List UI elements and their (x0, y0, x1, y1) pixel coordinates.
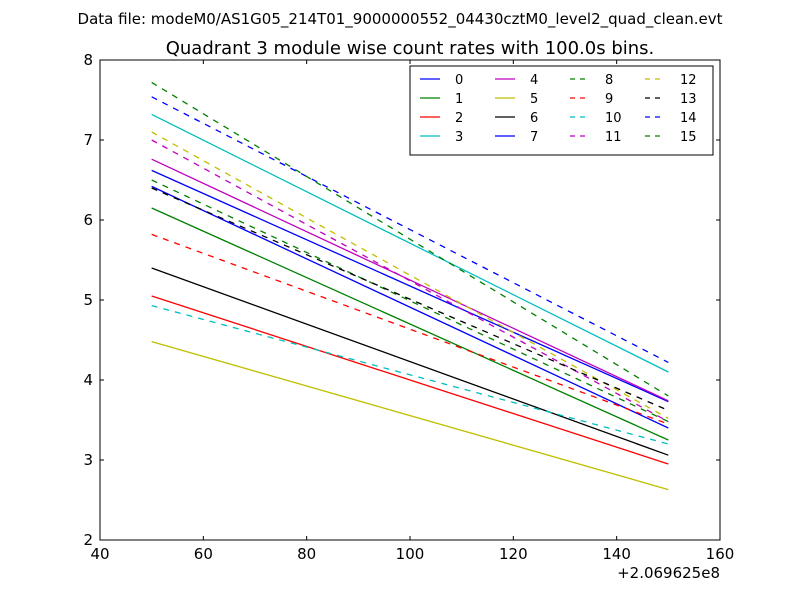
legend-label-1: 1 (455, 92, 463, 107)
legend-label-6: 6 (530, 111, 538, 126)
y-tick-label: 8 (83, 51, 93, 69)
series-line-14 (151, 96, 669, 363)
y-tick-label: 7 (83, 131, 93, 149)
figure-suptitle: Data file: modeM0/AS1G05_214T01_90000005… (78, 10, 723, 29)
series-line-10 (151, 304, 669, 445)
x-tick-label: 80 (297, 545, 316, 563)
legend-label-8: 8 (605, 73, 613, 88)
series-line-11 (151, 139, 669, 423)
series-line-9 (151, 233, 669, 425)
series-line-7 (151, 185, 669, 429)
series-line-15 (151, 81, 669, 397)
series-line-2 (151, 295, 669, 465)
x-offset-label: +2.069625e8 (617, 564, 720, 582)
legend-label-5: 5 (530, 92, 538, 107)
x-tick-label: 120 (499, 545, 528, 563)
chart-title: Quadrant 3 module wise count rates with … (166, 38, 655, 59)
x-tick-label: 60 (194, 545, 213, 563)
series-line-1 (151, 207, 669, 441)
legend-label-13: 13 (680, 92, 697, 107)
legend-label-12: 12 (680, 73, 697, 88)
y-tick-label: 6 (83, 211, 93, 229)
legend-label-2: 2 (455, 111, 463, 126)
x-tick-label: 140 (602, 545, 631, 563)
y-tick-label: 2 (83, 531, 93, 549)
legend-label-9: 9 (605, 92, 613, 107)
y-tick-label: 3 (83, 451, 93, 469)
legend-label-15: 15 (680, 130, 697, 145)
series-line-0 (151, 169, 669, 403)
legend-label-0: 0 (455, 73, 463, 88)
x-tick-label: 100 (396, 545, 425, 563)
legend-label-11: 11 (605, 130, 622, 145)
series-line-6 (151, 267, 669, 456)
legend-label-4: 4 (530, 73, 538, 88)
series-line-12 (151, 131, 669, 419)
legend-label-14: 14 (680, 111, 697, 126)
series-line-5 (151, 340, 669, 491)
x-tick-label: 40 (90, 545, 109, 563)
legend-label-3: 3 (455, 130, 463, 145)
series-line-13 (151, 187, 669, 411)
legend-box (409, 65, 714, 156)
legend-label-7: 7 (530, 130, 538, 145)
series-line-3 (151, 113, 669, 373)
series-layer (151, 81, 669, 491)
y-tick-label: 4 (83, 371, 93, 389)
x-tick-label: 160 (706, 545, 735, 563)
legend-label-10: 10 (605, 111, 622, 126)
y-tick-label: 5 (83, 291, 93, 309)
series-line-4 (151, 158, 669, 402)
